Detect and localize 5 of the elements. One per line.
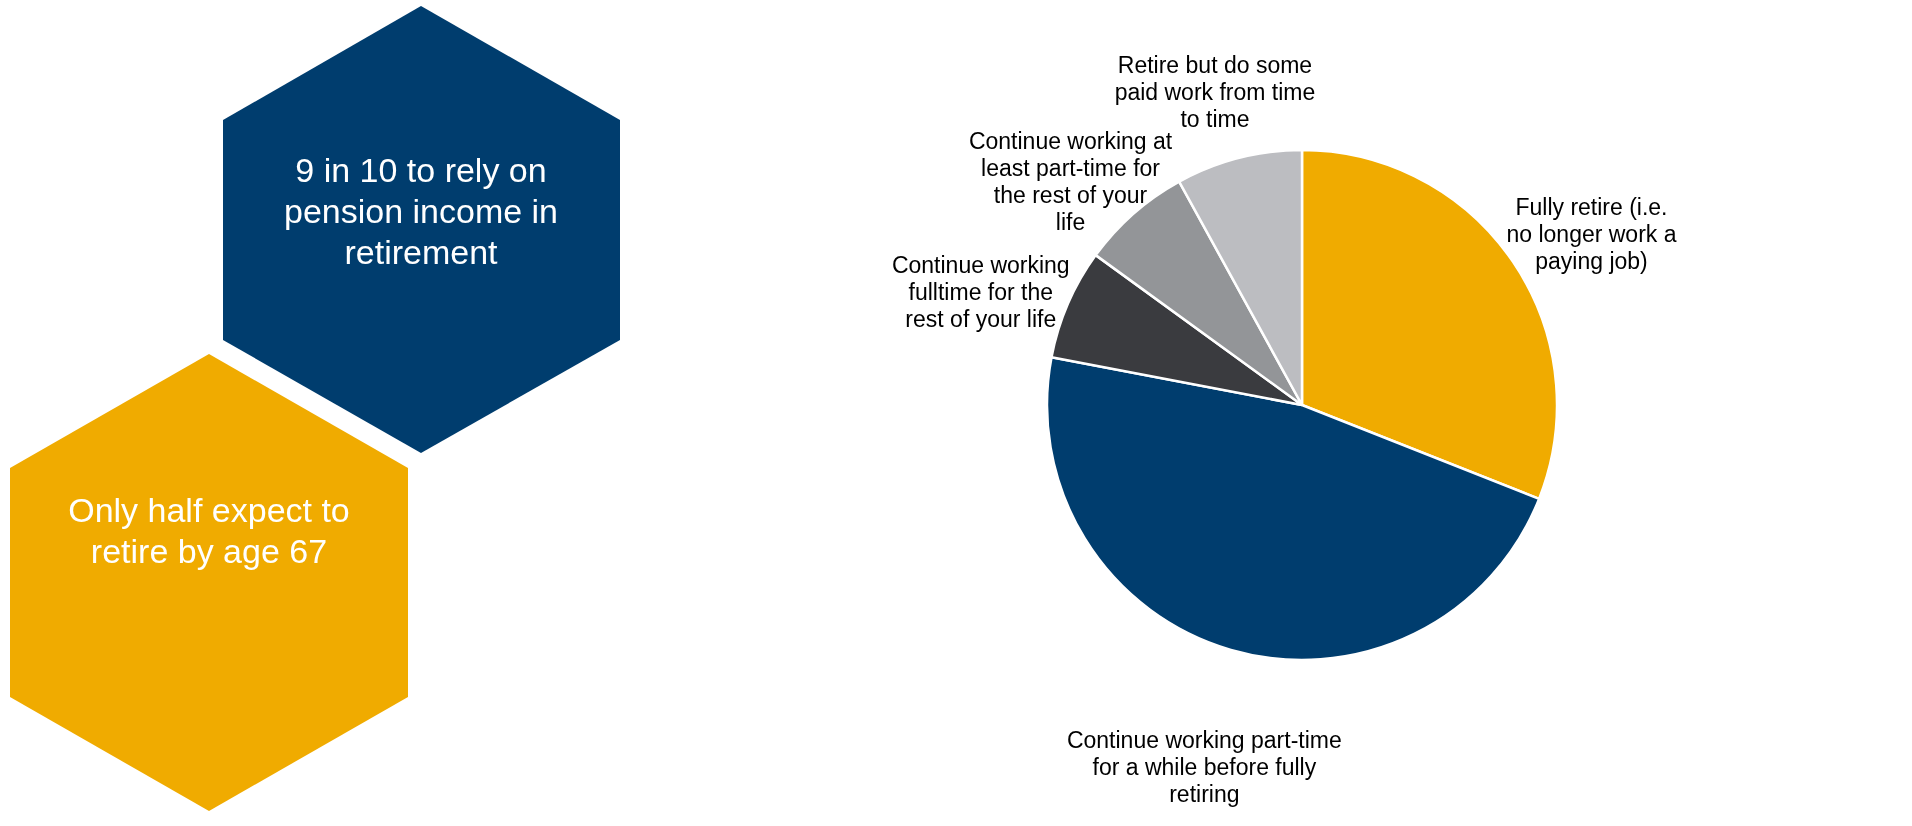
slice-label: Fully retire (i.e. no longer work a paying job) bbox=[1506, 194, 1677, 275]
text: 9 in 10 to rely on pension income in retirement bbox=[282, 150, 560, 273]
slice-label: Continue working fulltime for the rest of your life bbox=[891, 252, 1070, 332]
text: Only half expect to retire by age 67 bbox=[67, 490, 351, 572]
slice-label: Continue working part-time for a while before fully retiring bbox=[1066, 727, 1342, 808]
